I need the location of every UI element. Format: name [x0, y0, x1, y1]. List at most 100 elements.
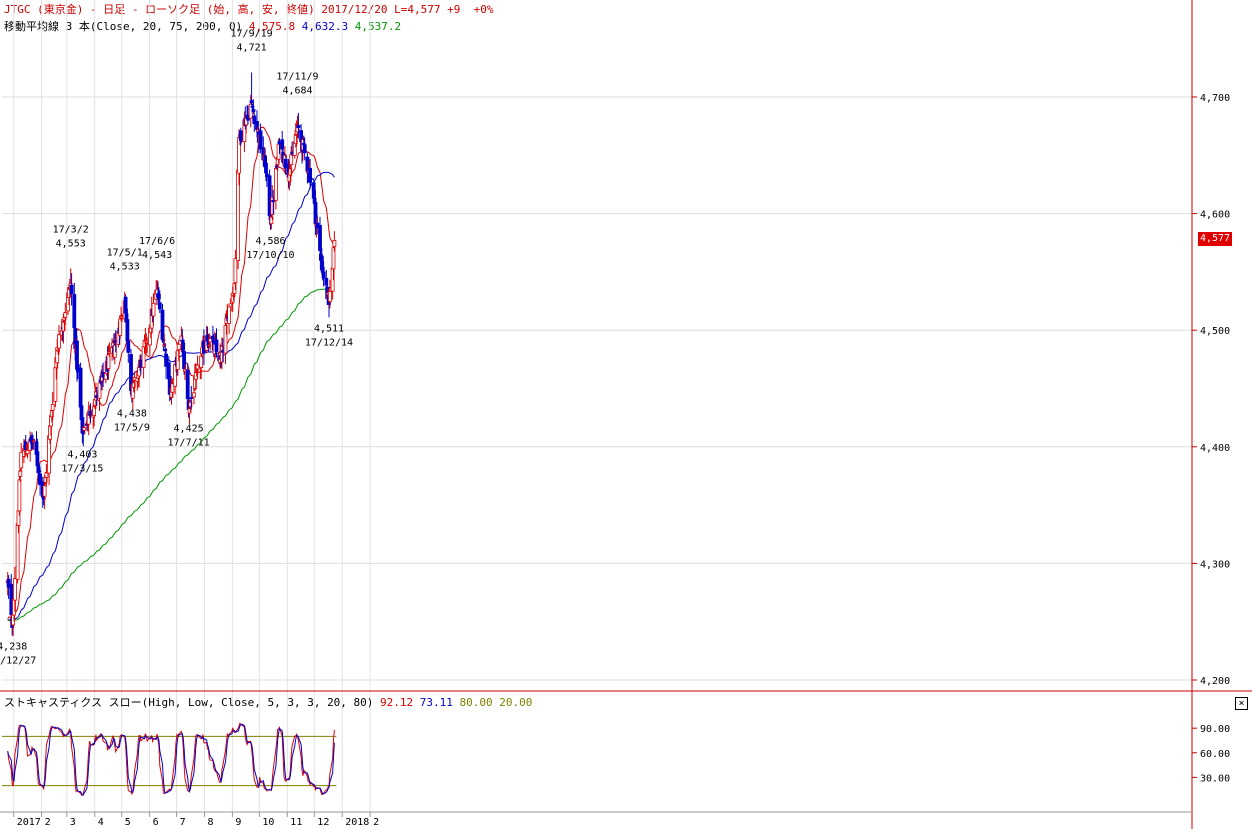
x-tick-label: 5 [125, 817, 131, 828]
candle-body [321, 271, 326, 279]
annotation-label-top: 17/9/19 [231, 29, 273, 40]
x-tick-label: 8 [208, 817, 214, 828]
candle-body [63, 312, 68, 318]
candle-body [249, 100, 254, 104]
candle-body [19, 452, 24, 469]
candle-body [157, 302, 162, 310]
candle-body [227, 306, 232, 324]
candle-body [245, 114, 250, 117]
close-icon[interactable]: × [1235, 697, 1248, 710]
x-tick-label: 10 [262, 817, 274, 828]
candle-body [170, 383, 175, 393]
annotation-label-bottom: 17/5/9 [114, 422, 150, 433]
y-tick-label: 4,500 [1200, 326, 1230, 337]
stochastic-d-line [7, 723, 335, 796]
ma-200-line [7, 284, 335, 622]
ma-value-20: 4,575.8 [248, 20, 296, 33]
candle-body [288, 168, 293, 176]
candle-body [12, 578, 17, 601]
candle-body [252, 115, 257, 125]
candle-body [258, 130, 263, 150]
candle-body [37, 470, 42, 473]
candle-body [251, 108, 256, 113]
stochastic-tick-label: 30.00 [1200, 773, 1230, 784]
x-tick-label: 4 [98, 817, 104, 828]
candle-body [82, 427, 87, 431]
candle-body [199, 355, 204, 368]
x-tick-label: 2018 [345, 817, 369, 828]
candle-body [269, 216, 274, 225]
stochastic-legend: ストキャスティクス スロー(High, Low, Close, 5, 3, 3,… [4, 697, 532, 709]
candle-body [175, 350, 180, 370]
candle-body [185, 369, 190, 400]
candle-body [25, 449, 30, 455]
annotation-label-bottom: 17/7/11 [168, 438, 210, 449]
candle-body [223, 324, 228, 354]
candle-body [18, 470, 23, 477]
candle-body [189, 397, 194, 399]
title-line: JTGC (東京金) - 日足 - ローソク足 (始, 高, 安, 終値) 20… [4, 3, 494, 16]
annotation-label-bottom: 17/12/14 [305, 337, 353, 348]
candle-body [162, 344, 167, 347]
candle-body [280, 139, 285, 150]
x-tick-label: 2 [45, 817, 51, 828]
candle-body [318, 225, 322, 251]
candle-body [331, 247, 336, 270]
annotation-label-bottom: 4,684 [282, 86, 312, 97]
candle-body [214, 339, 219, 352]
candle-body [293, 134, 298, 145]
candle-body [324, 277, 329, 286]
stochastic-tick-label: 90.00 [1200, 724, 1230, 735]
candle-body [296, 124, 301, 129]
candle-body [188, 401, 193, 408]
candle-body [231, 294, 236, 297]
annotation-label-top: 4,425 [174, 424, 204, 435]
candle-body [72, 294, 77, 329]
candle-body [57, 334, 61, 349]
candle-body [118, 318, 123, 336]
candle-body [61, 321, 66, 332]
x-tick-label: 12 [317, 817, 329, 828]
candle-body [97, 382, 102, 399]
annotation-label-top: 17/5/1 [107, 248, 143, 259]
annotation-label-top: 17/6/6 [139, 236, 175, 247]
candle-body [238, 130, 243, 141]
candle-body [56, 349, 60, 352]
x-tick-label: 2017 [17, 817, 41, 828]
candle-body [69, 284, 74, 294]
candle-body [41, 497, 46, 500]
candle-body [308, 167, 313, 183]
ma-75-line [7, 171, 335, 621]
candle-body [49, 410, 54, 418]
y-tick-label: 4,400 [1200, 443, 1230, 454]
annotation-label-bottom: 4,721 [237, 43, 267, 54]
ma-value-75: 4,632.3 [301, 20, 349, 33]
candle-body [92, 406, 96, 416]
candle-body [332, 240, 337, 247]
candle-body [302, 144, 307, 154]
candle-body [106, 354, 111, 369]
annotation-label-top: 4,403 [67, 449, 97, 460]
candle-body [208, 338, 213, 343]
annotation-label-top: 17/11/9 [276, 72, 318, 83]
candle-body [176, 343, 181, 351]
annotation-label-top: 4,238 [0, 642, 27, 653]
y-tick-label: 4,700 [1200, 93, 1230, 104]
candle-body [50, 404, 55, 411]
x-tick-label: 9 [235, 817, 241, 828]
candle-body [194, 369, 199, 372]
candle-body [6, 578, 11, 588]
y-tick-label: 4,300 [1200, 559, 1230, 570]
stochastic-tick-label: 60.00 [1200, 749, 1230, 760]
candle-body [250, 105, 255, 108]
stochastic-label: ストキャスティクス スロー(High, Low, Close, 5, 3, 3,… [4, 696, 374, 709]
y-tick-label: 4,600 [1200, 210, 1230, 221]
stochastic-k-line [7, 722, 335, 796]
candle-body [327, 291, 332, 302]
candle-body [273, 167, 278, 201]
candle-body [44, 472, 49, 478]
annotation-label-bottom: 17/10/10 [246, 250, 294, 261]
candle-body [151, 302, 156, 317]
candle-body [270, 196, 275, 215]
